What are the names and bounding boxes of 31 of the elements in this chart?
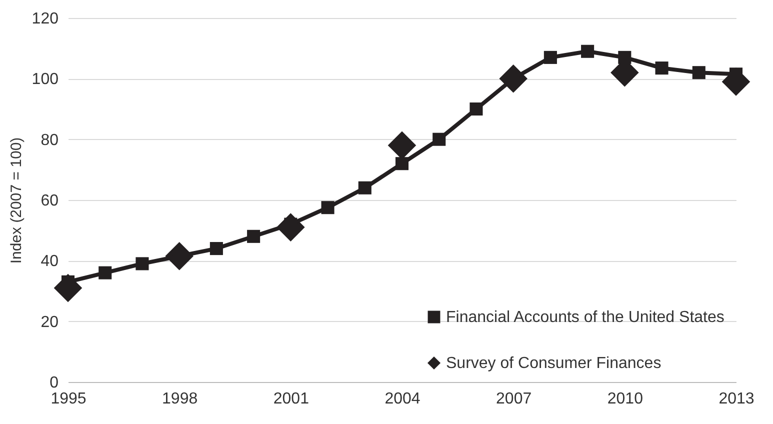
point — [321, 201, 334, 214]
x-tick-label: 2007 — [496, 390, 532, 408]
x-tick-label: 1995 — [50, 390, 86, 408]
x-tick-label: 2004 — [384, 390, 420, 408]
point — [210, 242, 223, 256]
legend-label: Survey of Consumer Finances — [446, 355, 662, 372]
point — [395, 157, 409, 170]
point — [618, 50, 632, 64]
point — [544, 50, 557, 64]
point — [247, 230, 260, 243]
y-tick-label: 120 — [32, 10, 59, 28]
point — [581, 44, 594, 58]
y-tick-label: 100 — [32, 71, 59, 88]
x-tick-label: 2010 — [607, 390, 644, 408]
x-tick-label: 2001 — [273, 390, 310, 408]
x-tick-label: 2013 — [718, 390, 754, 408]
y-axis-title: Index (2007 = 100) — [8, 137, 25, 264]
point — [470, 102, 483, 116]
point — [655, 62, 668, 75]
x-tick-label: 1998 — [162, 390, 198, 408]
point — [136, 257, 149, 270]
y-tick-label: 0 — [50, 374, 59, 392]
y-tick-label: 20 — [40, 314, 59, 331]
point — [98, 266, 112, 280]
point — [358, 181, 372, 194]
y-tick-label: 80 — [40, 132, 59, 149]
point — [432, 132, 446, 146]
legend-label: Financial Accounts of the United States — [446, 309, 724, 326]
y-tick-label: 60 — [40, 192, 59, 210]
y-tick-label: 40 — [40, 253, 59, 270]
point — [692, 66, 706, 80]
